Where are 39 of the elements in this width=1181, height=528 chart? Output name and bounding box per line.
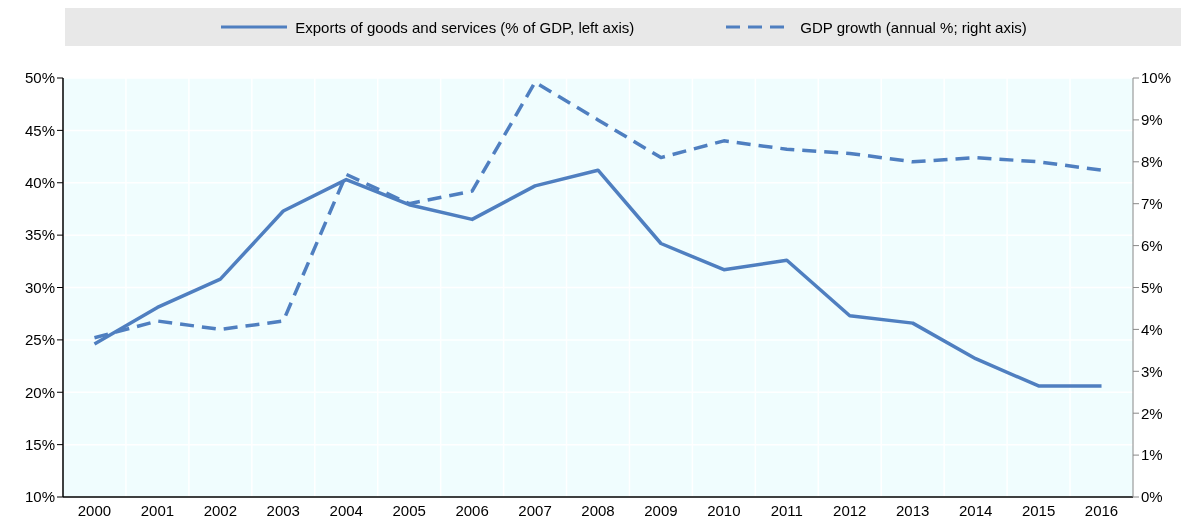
x-tick-label: 2016: [1084, 501, 1119, 519]
x-tick-label: 2006: [455, 501, 489, 519]
y-tick-label: 50%: [24, 69, 55, 87]
y2-tick-label: 1%: [1141, 446, 1163, 464]
y-tick-label: 45%: [24, 121, 55, 139]
y-tick-label: 25%: [24, 331, 55, 349]
y2-tick-label: 7%: [1141, 195, 1163, 213]
x-tick-label: 2004: [329, 501, 363, 519]
x-tick-label: 2013: [896, 501, 930, 519]
y2-tick-label: 5%: [1141, 278, 1163, 296]
x-tick-label: 2014: [958, 501, 993, 519]
y2-tick-label: 0%: [1141, 488, 1163, 506]
y-tick-label: 15%: [24, 435, 55, 453]
x-tick-label: 2003: [266, 501, 300, 519]
legend-label: GDP growth (annual %; right axis): [800, 18, 1027, 36]
legend-label: Exports of goods and services (% of GDP, left axis): [295, 18, 635, 36]
x-tick-label: 2015: [1021, 501, 1056, 519]
x-tick-label: 2010: [707, 501, 741, 519]
y2-tick-label: 9%: [1141, 111, 1163, 129]
x-tick-label: 2009: [644, 501, 678, 519]
y-tick-label: 30%: [24, 278, 55, 296]
x-tick-label: 2007: [518, 501, 552, 519]
x-tick-label: 2002: [203, 501, 238, 519]
x-tick-label: 2005: [392, 501, 426, 519]
y2-tick-label: 8%: [1141, 153, 1163, 171]
y2-tick-label: 4%: [1141, 320, 1163, 338]
y-tick-label: 40%: [24, 174, 55, 192]
y2-tick-label: 2%: [1141, 404, 1163, 422]
x-tick-label: 2001: [140, 501, 175, 519]
x-tick-label: 2011: [770, 501, 803, 519]
y-tick-label: 20%: [24, 383, 55, 401]
y2-tick-label: 6%: [1141, 236, 1163, 254]
x-tick-label: 2000: [77, 501, 112, 519]
y-tick-label: 35%: [24, 226, 55, 244]
y2-tick-label: 10%: [1141, 69, 1172, 87]
x-tick-label: 2008: [581, 501, 615, 519]
y-tick-label: 10%: [24, 488, 55, 506]
x-tick-label: 2012: [833, 501, 867, 519]
y2-tick-label: 3%: [1141, 362, 1163, 380]
